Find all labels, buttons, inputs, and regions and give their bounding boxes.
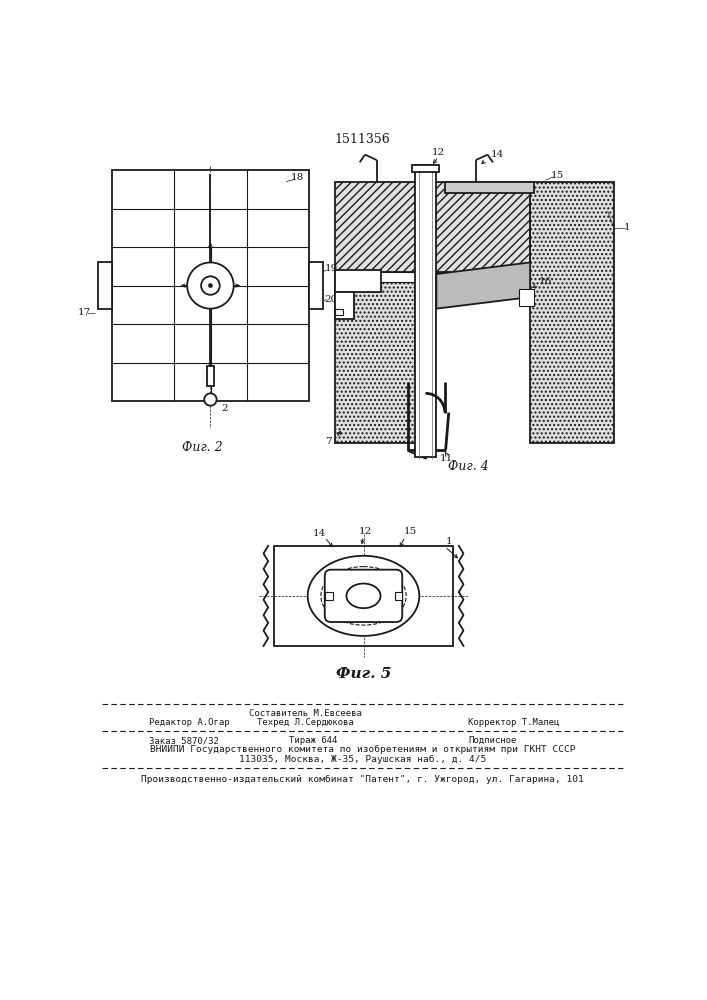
Text: Техред Л.Сердюкова: Техред Л.Сердюкова — [257, 718, 354, 727]
Text: 12: 12 — [432, 148, 445, 157]
Bar — [112, 170, 309, 401]
Bar — [335, 270, 381, 292]
Text: 15: 15 — [404, 527, 416, 536]
Text: 20: 20 — [325, 295, 337, 304]
Text: Подписное: Подписное — [468, 736, 517, 745]
FancyBboxPatch shape — [325, 570, 402, 622]
Bar — [335, 270, 432, 443]
Text: 11: 11 — [440, 454, 453, 463]
Text: 18: 18 — [291, 173, 304, 182]
Text: Составитель М.Евсеева: Составитель М.Евсеева — [249, 709, 362, 718]
Text: 2: 2 — [221, 404, 228, 413]
Bar — [335, 182, 530, 272]
Text: 113035, Москва, Ж-35, Раушская наб., д. 4/5: 113035, Москва, Ж-35, Раушская наб., д. … — [239, 755, 486, 764]
Bar — [98, 262, 112, 309]
Circle shape — [201, 276, 220, 295]
Text: 15: 15 — [551, 171, 564, 180]
Circle shape — [209, 284, 212, 287]
Ellipse shape — [346, 584, 380, 608]
Bar — [207, 366, 214, 386]
Text: 17: 17 — [78, 308, 91, 317]
Text: 1511356: 1511356 — [335, 133, 390, 146]
Ellipse shape — [321, 567, 406, 625]
Bar — [530, 182, 614, 443]
Bar — [325, 592, 332, 600]
Text: 19: 19 — [325, 264, 337, 273]
Bar — [309, 262, 323, 309]
Text: Редактор А.Огар: Редактор А.Огар — [149, 718, 230, 727]
Bar — [395, 592, 402, 600]
Text: 1: 1 — [445, 537, 452, 546]
Text: 1: 1 — [624, 223, 631, 232]
Text: Заказ 5870/32: Заказ 5870/32 — [149, 736, 218, 745]
Text: 12: 12 — [359, 527, 373, 536]
Text: Тираж 644: Тираж 644 — [289, 736, 337, 745]
Bar — [414, 165, 436, 457]
Bar — [411, 165, 440, 172]
Circle shape — [187, 262, 234, 309]
Bar — [335, 272, 530, 282]
Text: Фиг. 5: Фиг. 5 — [336, 667, 391, 681]
Text: 7: 7 — [325, 437, 332, 446]
Bar — [335, 309, 343, 315]
Ellipse shape — [204, 393, 216, 406]
Text: Производственно-издательский комбинат "Патент", г. Ужгород, ул. Гагарина, 101: Производственно-издательский комбинат "П… — [141, 775, 584, 784]
Text: ВНИИПИ Государственного комитета по изобретениям и открытиям при ГКНТ СССР: ВНИИПИ Государственного комитета по изоб… — [150, 745, 575, 754]
Text: Фиг. 4: Фиг. 4 — [448, 460, 489, 473]
Bar — [518, 289, 534, 306]
Bar — [445, 182, 534, 193]
Text: Корректор Т.Малец: Корректор Т.Малец — [468, 718, 559, 727]
Polygon shape — [436, 262, 530, 309]
Ellipse shape — [308, 556, 419, 636]
Text: 16: 16 — [539, 277, 552, 286]
Text: Фиг. 2: Фиг. 2 — [182, 441, 223, 454]
Text: 14: 14 — [312, 529, 326, 538]
Text: 14: 14 — [491, 150, 504, 159]
Bar — [335, 292, 354, 319]
Bar — [274, 546, 452, 646]
